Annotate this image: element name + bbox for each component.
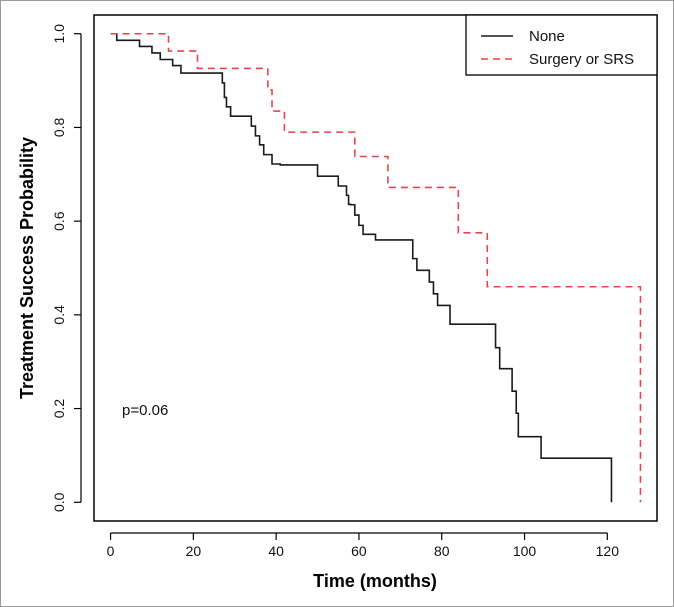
x-tick-label: 80	[434, 543, 450, 559]
legend: None Surgery or SRS	[465, 14, 658, 76]
x-tick-label: 0	[107, 543, 115, 559]
y-axis-ticks: 0.0 0.2 0.4 0.6 0.8 1.0	[51, 24, 81, 512]
series-line-none	[110, 32, 613, 503]
y-tick-label: 0.2	[51, 399, 67, 419]
legend-label-surgery: Surgery or SRS	[529, 51, 634, 68]
x-tick-label: 20	[186, 543, 202, 559]
y-tick-label: 0.6	[51, 211, 67, 231]
y-tick-label: 0.0	[51, 492, 67, 512]
series-group	[110, 32, 642, 503]
x-tick-label: 120	[596, 543, 620, 559]
y-tick-label: 1.0	[51, 24, 67, 44]
y-tick-label: 0.8	[51, 118, 67, 138]
x-axis-title: Time (months)	[313, 571, 437, 591]
y-axis-title: Treatment Success Probability	[17, 137, 37, 399]
p-value-annotation: p=0.06	[122, 402, 168, 419]
legend-box	[465, 14, 658, 76]
x-tick-label: 40	[268, 543, 284, 559]
x-tick-label: 60	[351, 543, 367, 559]
plot-area-border	[93, 14, 658, 522]
series-line-surgery-or-srs	[110, 32, 642, 503]
x-axis-ticks: 0 20 40 60 80 100 120	[107, 533, 620, 559]
x-tick-label: 100	[513, 543, 537, 559]
legend-label-none: None	[529, 28, 565, 45]
y-tick-label: 0.4	[51, 305, 67, 325]
